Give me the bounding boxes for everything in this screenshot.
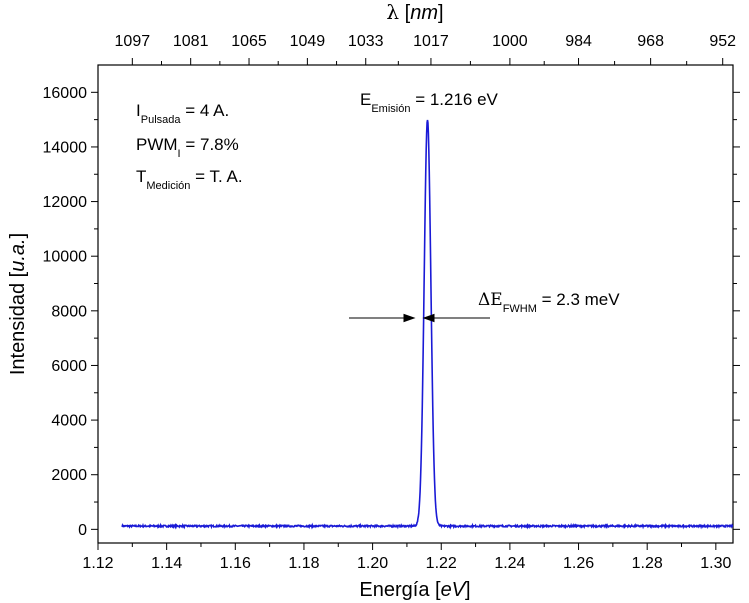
x-axis-title: Energía [eV] bbox=[359, 579, 470, 601]
top-tick-label: 1033 bbox=[348, 33, 384, 50]
top-tick-label: 1097 bbox=[115, 33, 151, 50]
top-tick-label: 1081 bbox=[173, 33, 209, 50]
y-axis-title: Intensidad [u.a.] bbox=[7, 233, 29, 375]
x-tick-label: 1.16 bbox=[220, 555, 251, 572]
x-tick-label: 1.26 bbox=[563, 555, 594, 572]
y-tick-label: 12000 bbox=[43, 194, 88, 211]
spectrum-series-line bbox=[121, 119, 734, 530]
annotation-emission-energy: EEmisión = 1.216 eV bbox=[360, 90, 499, 115]
top-tick-label: 1065 bbox=[231, 33, 267, 50]
plot-frame bbox=[97, 64, 734, 544]
top-tick-label: 952 bbox=[709, 33, 736, 50]
x-tick-label: 1.22 bbox=[426, 555, 457, 572]
y-axis-ticks: 0 2000 4000 6000 8000 10000 12000 14000 16000 bbox=[43, 85, 98, 539]
y-tick-label: 16000 bbox=[43, 85, 88, 102]
y-tick-label: 2000 bbox=[51, 467, 87, 484]
annotation-pwm: PWMI = 7.8% bbox=[136, 135, 239, 160]
y-tick-label: 8000 bbox=[51, 303, 87, 320]
x-tick-label: 1.20 bbox=[357, 555, 388, 572]
annotation-fwhm: ΔEFWHM = 2.3 meV bbox=[478, 290, 620, 315]
x-tick-label: 1.14 bbox=[151, 555, 182, 572]
y-tick-label: 14000 bbox=[43, 139, 88, 156]
top-axis-ticks: 1097 1081 1065 1049 1033 1017 1000 984 968 952 bbox=[115, 33, 736, 65]
y-tick-label: 4000 bbox=[51, 413, 87, 430]
x-axis-ticks: 1.12 1.14 1.16 1.18 1.20 1.22 1.24 1.26 1.28 1.30 bbox=[82, 543, 732, 572]
x-tick-label: 1.18 bbox=[288, 555, 319, 572]
x-tick-label: 1.28 bbox=[632, 555, 663, 572]
top-tick-label: 984 bbox=[565, 33, 592, 50]
top-tick-label: 1017 bbox=[413, 33, 449, 50]
fwhm-arrow-left-head bbox=[403, 313, 416, 323]
x-tick-label: 1.12 bbox=[82, 555, 113, 572]
y-tick-label: 0 bbox=[78, 522, 87, 539]
top-tick-label: 968 bbox=[637, 33, 664, 50]
y-tick-label: 10000 bbox=[43, 249, 88, 266]
y-tick-label: 6000 bbox=[51, 358, 87, 375]
top-tick-label: 1049 bbox=[290, 33, 326, 50]
x-tick-label: 1.30 bbox=[700, 555, 731, 572]
right-axis-ticks bbox=[733, 91, 740, 530]
top-tick-label: 1000 bbox=[492, 33, 528, 50]
x-tick-label: 1.24 bbox=[494, 555, 525, 572]
annotation-temperature: TMedición = T. A. bbox=[136, 167, 243, 192]
top-axis-title: λ [nm] bbox=[386, 0, 443, 24]
annotation-current: IPulsada = 4 A. bbox=[136, 101, 229, 126]
fwhm-arrows bbox=[349, 313, 490, 323]
fwhm-arrow-right-head bbox=[422, 313, 435, 323]
